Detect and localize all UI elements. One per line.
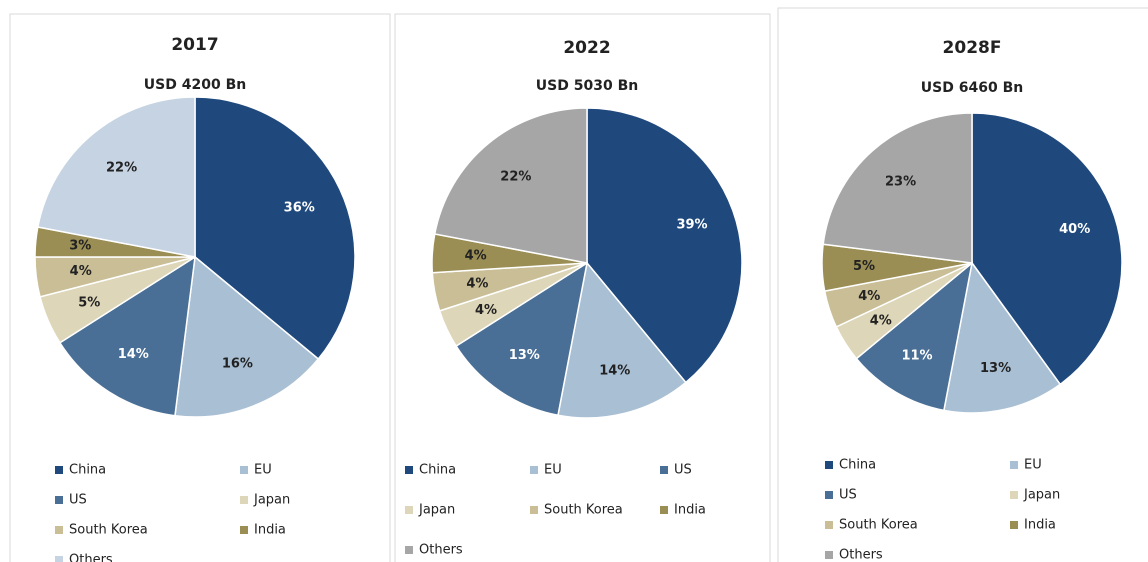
- legend-swatch: [660, 466, 668, 474]
- legend-swatch: [1010, 521, 1018, 529]
- legend-label: Others: [419, 543, 463, 558]
- chart-title: 2028F: [943, 38, 1002, 58]
- pie-slice: [971, 112, 1123, 386]
- data-label: 14%: [599, 364, 630, 379]
- pie-slice: [36, 96, 196, 258]
- legend-swatch: [825, 461, 833, 469]
- legend-swatch: [530, 506, 538, 514]
- data-label: 4%: [70, 264, 92, 279]
- pie-slice: [58, 255, 196, 417]
- data-label: 4%: [466, 276, 488, 291]
- data-label: 13%: [509, 348, 540, 363]
- legend-swatch: [530, 466, 538, 474]
- legend-swatch: [240, 496, 248, 504]
- legend-swatch: [240, 526, 248, 534]
- data-label: 40%: [1059, 222, 1090, 237]
- pie-slice: [174, 255, 320, 418]
- pie-slice: [855, 261, 974, 412]
- legend-swatch: [825, 551, 833, 559]
- data-label: 4%: [870, 313, 892, 328]
- data-label: 5%: [78, 295, 100, 310]
- legend-label: China: [69, 463, 106, 478]
- data-label: 14%: [118, 347, 149, 362]
- chart-subtitle: USD 6460 Bn: [921, 80, 1023, 96]
- data-label: 4%: [858, 289, 880, 304]
- legend-swatch: [55, 496, 63, 504]
- data-label: 4%: [475, 303, 497, 318]
- legend-label: EU: [1024, 458, 1042, 473]
- data-label: 36%: [284, 200, 315, 215]
- legend-label: EU: [254, 463, 272, 478]
- pie-slice: [943, 261, 1062, 414]
- pie-slice: [586, 107, 743, 384]
- legend-label: Japan: [418, 503, 455, 518]
- legend-label: US: [674, 463, 692, 478]
- legend-label: India: [254, 523, 286, 538]
- data-label: 3%: [69, 239, 91, 254]
- legend-label: South Korea: [544, 503, 623, 518]
- legend-label: India: [674, 503, 706, 518]
- data-label: 4%: [465, 248, 487, 263]
- chart-title: 2022: [563, 38, 610, 58]
- legend-label: EU: [544, 463, 562, 478]
- legend-label: China: [839, 458, 876, 473]
- legend-label: Others: [839, 548, 883, 562]
- chart-subtitle: USD 4200 Bn: [144, 77, 246, 93]
- panel: [777, 7, 1148, 562]
- legend-label: US: [69, 493, 87, 508]
- legend-swatch: [660, 506, 668, 514]
- pie-slice: [455, 261, 589, 417]
- chart-title: 2017: [171, 35, 218, 55]
- legend-swatch: [1010, 461, 1018, 469]
- panel: [9, 13, 391, 562]
- legend-swatch: [405, 546, 413, 554]
- legend-swatch: [825, 521, 833, 529]
- data-label: 23%: [885, 174, 916, 189]
- data-label: 13%: [980, 361, 1011, 376]
- legend-swatch: [405, 506, 413, 514]
- legend-label: Japan: [1023, 488, 1060, 503]
- legend-swatch: [405, 466, 413, 474]
- legend-swatch: [825, 491, 833, 499]
- legend-swatch: [1010, 491, 1018, 499]
- legend-label: China: [419, 463, 456, 478]
- legend-label: Japan: [253, 493, 290, 508]
- data-label: 22%: [106, 161, 137, 176]
- legend-swatch: [55, 466, 63, 474]
- legend-label: South Korea: [69, 523, 148, 538]
- legend-swatch: [55, 556, 63, 562]
- legend-label: India: [1024, 518, 1056, 533]
- panel: [394, 13, 771, 562]
- data-label: 11%: [901, 348, 932, 363]
- pie-slice: [822, 112, 973, 264]
- data-label: 39%: [676, 218, 707, 233]
- legend-swatch: [240, 466, 248, 474]
- pie-slice: [557, 261, 687, 419]
- pie-slice: [433, 107, 588, 264]
- data-label: 22%: [500, 170, 531, 185]
- legend-label: South Korea: [839, 518, 918, 533]
- legend-label: Others: [69, 553, 113, 562]
- legend-swatch: [55, 526, 63, 534]
- legend-label: US: [839, 488, 857, 503]
- data-label: 5%: [853, 259, 875, 274]
- chart-subtitle: USD 5030 Bn: [536, 78, 638, 94]
- pie-slice: [194, 96, 356, 361]
- data-label: 16%: [222, 357, 253, 372]
